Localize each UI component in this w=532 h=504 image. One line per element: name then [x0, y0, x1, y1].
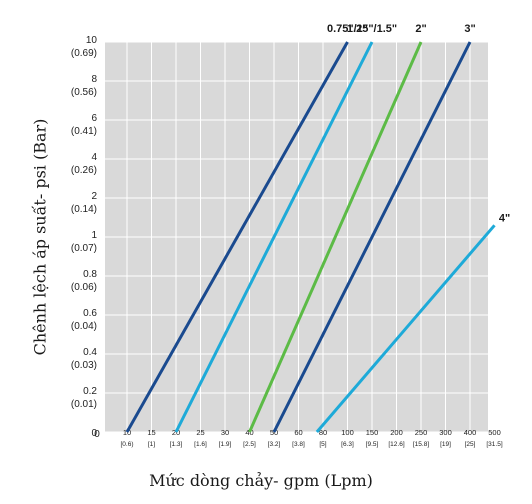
x-tick-sublabel: [3.8]	[292, 441, 305, 448]
x-tick-label: 250	[415, 428, 428, 437]
x-tick-label: 80	[319, 428, 327, 437]
y-tick-label: 6	[91, 113, 97, 124]
x-tick-sublabel: [3.2]	[268, 441, 281, 448]
x-tick-sublabel: [12.6]	[388, 441, 404, 448]
series-line	[174, 41, 374, 433]
x-tick-sublabel: [1.3]	[170, 441, 183, 448]
x-tick-label: 60	[294, 428, 302, 437]
y-tick-label: 0.8	[83, 269, 97, 280]
x-tick-label: 150	[366, 428, 379, 437]
x-tick-label: 400	[464, 428, 477, 437]
x-tick-sublabel: [9.5]	[366, 441, 379, 448]
y-tick-sublabel: (0.26)	[71, 165, 97, 176]
x-tick-label: 100	[341, 428, 354, 437]
x-tick-sublabel: [1.9]	[219, 441, 232, 448]
x-tick-label: 40	[245, 428, 253, 437]
y-tick-label: 8	[91, 74, 97, 85]
x-tick-sublabel: [1.6]	[194, 441, 207, 448]
y-tick-label: 4	[91, 152, 97, 163]
x-tick-sublabel: [5]	[319, 441, 326, 448]
x-tick-label: 200	[390, 428, 403, 437]
y-tick-sublabel: (0.01)	[71, 399, 97, 410]
x-tick-label: 15	[147, 428, 155, 437]
x-tick-label: 50	[270, 428, 278, 437]
series-label: 1.25"/1.5"	[347, 23, 397, 35]
y-tick-sublabel: (0.04)	[71, 321, 97, 332]
series-label: 2"	[415, 23, 426, 35]
x-tick-sublabel: [25]	[465, 441, 476, 448]
series-label: 4"	[499, 212, 510, 224]
x-tick-labels: 0 10 [0.6) 15 [1] 20 [1.3] 25 [1.6] 30 [1.9] 40 [2.5…	[94, 428, 503, 448]
x-zero-label: 0	[94, 429, 100, 440]
y-tick-sublabel: (0.41)	[71, 126, 97, 137]
x-tick-label: 500	[488, 428, 501, 437]
y-tick-label: 0	[91, 428, 97, 439]
y-tick-label: 0.6	[83, 308, 97, 319]
series-label: 3"	[464, 23, 475, 35]
series-line	[272, 41, 472, 433]
y-tick-sublabel: (0.14)	[71, 204, 97, 215]
series-line	[248, 41, 423, 433]
y-axis-label: Chênh lệch áp suất- psi (Bar)	[30, 118, 50, 356]
x-axis-label: Mức dòng chảy- gpm (Lpm)	[149, 471, 373, 490]
x-tick-label: 30	[221, 428, 229, 437]
y-tick-label: 10	[86, 35, 98, 46]
y-tick-sublabel: (0.69)	[71, 48, 97, 59]
y-tick-label: 1	[91, 230, 97, 241]
series-line	[315, 224, 496, 433]
x-tick-sublabel: [1]	[148, 441, 155, 448]
y-tick-sublabel: (0.06)	[71, 282, 97, 293]
x-tick-sublabel: [0.6)	[120, 441, 133, 448]
x-tick-label: 10	[123, 428, 131, 437]
x-tick-sublabel: [31.5]	[486, 441, 502, 448]
x-tick-label: 20	[172, 428, 180, 437]
x-tick-sublabel: [15.8]	[413, 441, 429, 448]
y-tick-sublabel: (0.07)	[71, 243, 97, 254]
x-tick-sublabel: [6.3]	[341, 441, 354, 448]
y-tick-label: 0.2	[83, 386, 97, 397]
series-labels: 0.75"/1"1.25"/1.5" 2" 3" 4"	[327, 23, 510, 224]
series-lines	[125, 41, 496, 433]
y-tick-sublabel: (0.56)	[71, 87, 97, 98]
series-label: 0.75"/1"	[327, 23, 368, 35]
x-tick-label: 25	[196, 428, 204, 437]
y-tick-labels: 0 0.2 (0.01) 0.4 (0.03) 0.6 (0.04) 0.8 (0.06) 1 (0…	[71, 35, 98, 439]
y-tick-sublabel: (0.03)	[71, 360, 97, 371]
y-tick-label: 0.4	[83, 347, 97, 358]
x-tick-label: 300	[439, 428, 452, 437]
y-tick-label: 2	[91, 191, 97, 202]
series-line	[125, 41, 349, 433]
x-tick-sublabel: [2.5]	[243, 441, 256, 448]
x-tick-sublabel: [19]	[440, 441, 451, 448]
